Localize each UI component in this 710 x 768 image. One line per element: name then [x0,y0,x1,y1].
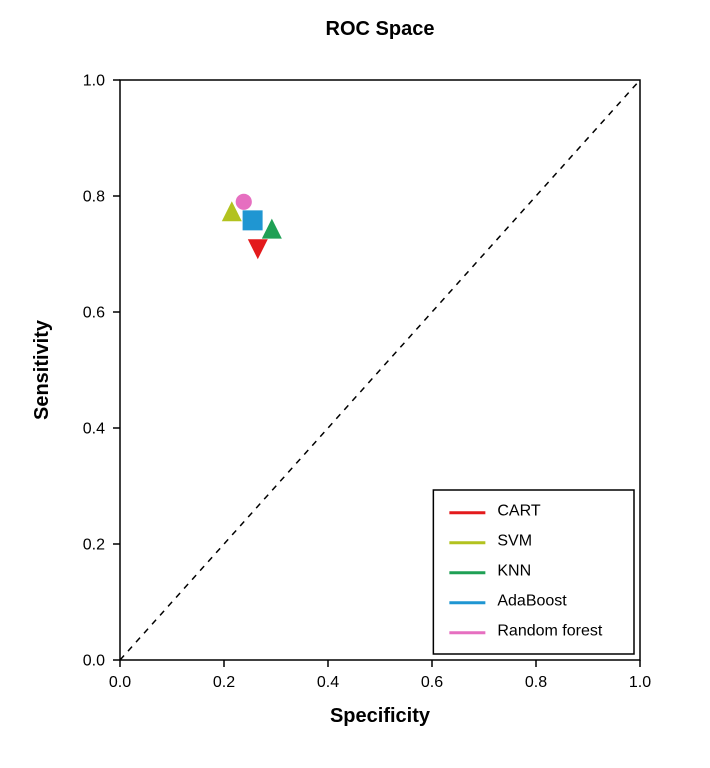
y-tick-label: 0.4 [83,421,105,438]
data-point-random-forest [236,194,252,210]
x-tick-label: 0.0 [109,674,131,691]
chart-title: ROC Space [326,18,435,40]
x-tick-label: 0.4 [317,674,339,691]
legend-label: Random forest [497,622,602,639]
legend-label: SVM [497,532,532,549]
data-point-adaboost [243,210,263,230]
legend-label: KNN [497,562,531,579]
x-tick-label: 0.8 [525,674,547,691]
x-tick-label: 1.0 [629,674,651,691]
x-axis-label: Specificity [330,705,431,727]
y-tick-label: 1.0 [83,73,105,90]
legend-label: AdaBoost [497,592,567,609]
roc-space-chart: ROC Space 0.0 0.2 0.4 0.6 0.8 1.0 0.0 0.2 0.4 0.6 0… [0,0,710,768]
y-tick-label: 0.8 [83,189,105,206]
legend-label: CART [497,502,540,519]
y-tick-label: 0.0 [83,653,105,670]
legend: CART SVM KNN AdaBoost Random forest [433,490,634,654]
x-tick-label: 0.2 [213,674,235,691]
x-tick-label: 0.6 [421,674,443,691]
y-tick-label: 0.2 [83,537,105,554]
y-axis-label: Sensitivity [31,319,53,420]
y-tick-label: 0.6 [83,305,105,322]
